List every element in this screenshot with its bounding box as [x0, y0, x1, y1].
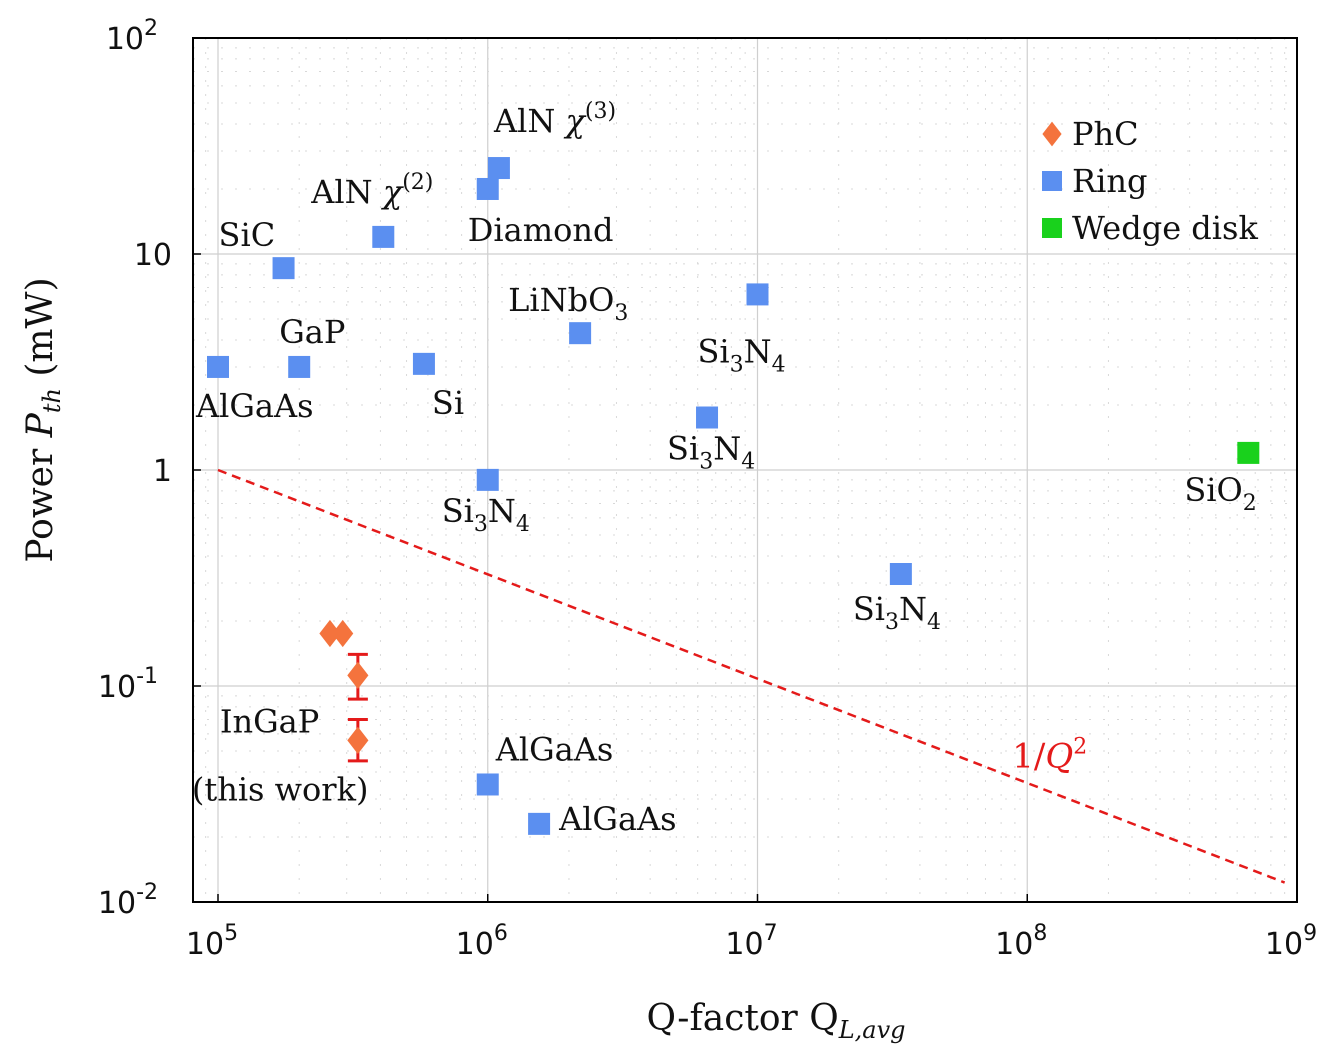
- ring-point: [372, 225, 395, 248]
- legend-label: PhC: [1072, 115, 1139, 153]
- point-label: AlGaAs: [195, 387, 314, 425]
- y-axis-title: Power Pth (mW): [20, 277, 66, 562]
- ring-point: [528, 812, 551, 835]
- point-label: SiC: [219, 216, 276, 254]
- point-label: AlN χ(3): [493, 99, 616, 140]
- ring-point: [476, 177, 499, 200]
- x-ticks: 105 106 107 108 109: [186, 894, 1317, 962]
- point-label: Si3N4: [853, 590, 941, 635]
- x-axis-title: Q-factor QL,avg: [646, 998, 905, 1044]
- ring-point: [476, 468, 499, 491]
- point-label: Si3N4: [698, 332, 786, 377]
- ring-point: [207, 355, 229, 378]
- x-tick-label: 105: [186, 921, 238, 962]
- y-tick-label: 10-1: [98, 664, 158, 705]
- x-tick-label: 106: [456, 921, 508, 962]
- phc-point: [347, 726, 369, 755]
- point-label: Si3N4: [667, 430, 755, 475]
- y-tick-label: 10-2: [98, 880, 158, 921]
- phc-point: [332, 619, 354, 648]
- reference-line-1-over-q2: [217, 468, 1286, 884]
- point-label: AlGaAs: [495, 730, 614, 768]
- ring-point: [288, 355, 311, 378]
- y-ticks: 10-2 10-1 1 10 102: [98, 16, 201, 921]
- ring-point: [272, 257, 295, 280]
- y-tick-label: 102: [106, 16, 158, 57]
- legend: PhC Ring Wedge disk: [1042, 115, 1258, 247]
- phc-point: [319, 619, 341, 648]
- x-tick-label: 109: [1265, 921, 1317, 962]
- data-marks: [207, 157, 1260, 835]
- point-label: AlGaAs: [558, 800, 677, 838]
- x-tick-label: 107: [725, 921, 777, 962]
- ring-point: [476, 773, 499, 796]
- legend-marker: [1042, 171, 1062, 191]
- wedge-disk-point: [1237, 441, 1260, 464]
- x-tick-label: 108: [995, 921, 1047, 962]
- phc-point: [347, 661, 369, 690]
- point-label: InGaP: [220, 702, 319, 740]
- legend-label: Wedge disk: [1072, 209, 1258, 247]
- ring-point: [696, 406, 719, 429]
- reference-line-label: 1/Q2: [1012, 734, 1087, 776]
- y-tick-label: 1: [153, 454, 172, 489]
- legend-marker: [1042, 121, 1062, 147]
- y-tick-label: 10: [134, 238, 172, 273]
- point-label: Si3N4: [442, 492, 530, 537]
- point-label: Si: [432, 384, 464, 422]
- point-label: GaP: [279, 313, 345, 351]
- legend-marker: [1042, 218, 1062, 238]
- point-label: (this work): [192, 770, 369, 808]
- ring-point: [412, 352, 435, 375]
- point-label: SiO2: [1184, 471, 1256, 516]
- legend-label: Ring: [1072, 162, 1147, 200]
- point-label: Diamond: [468, 211, 614, 249]
- annotations: AlN χ(3) AlN χ(2) Diamond SiC LiNbO3 GaP Si3N4…: [192, 99, 1257, 838]
- ring-point: [746, 283, 769, 306]
- point-label: LiNbO3: [508, 281, 628, 326]
- ring-point: [889, 563, 912, 586]
- point-label: AlN χ(2): [310, 170, 433, 211]
- reference-line-group: 1/Q2: [217, 468, 1286, 884]
- ring-point: [487, 157, 510, 180]
- ring-point: [569, 322, 592, 345]
